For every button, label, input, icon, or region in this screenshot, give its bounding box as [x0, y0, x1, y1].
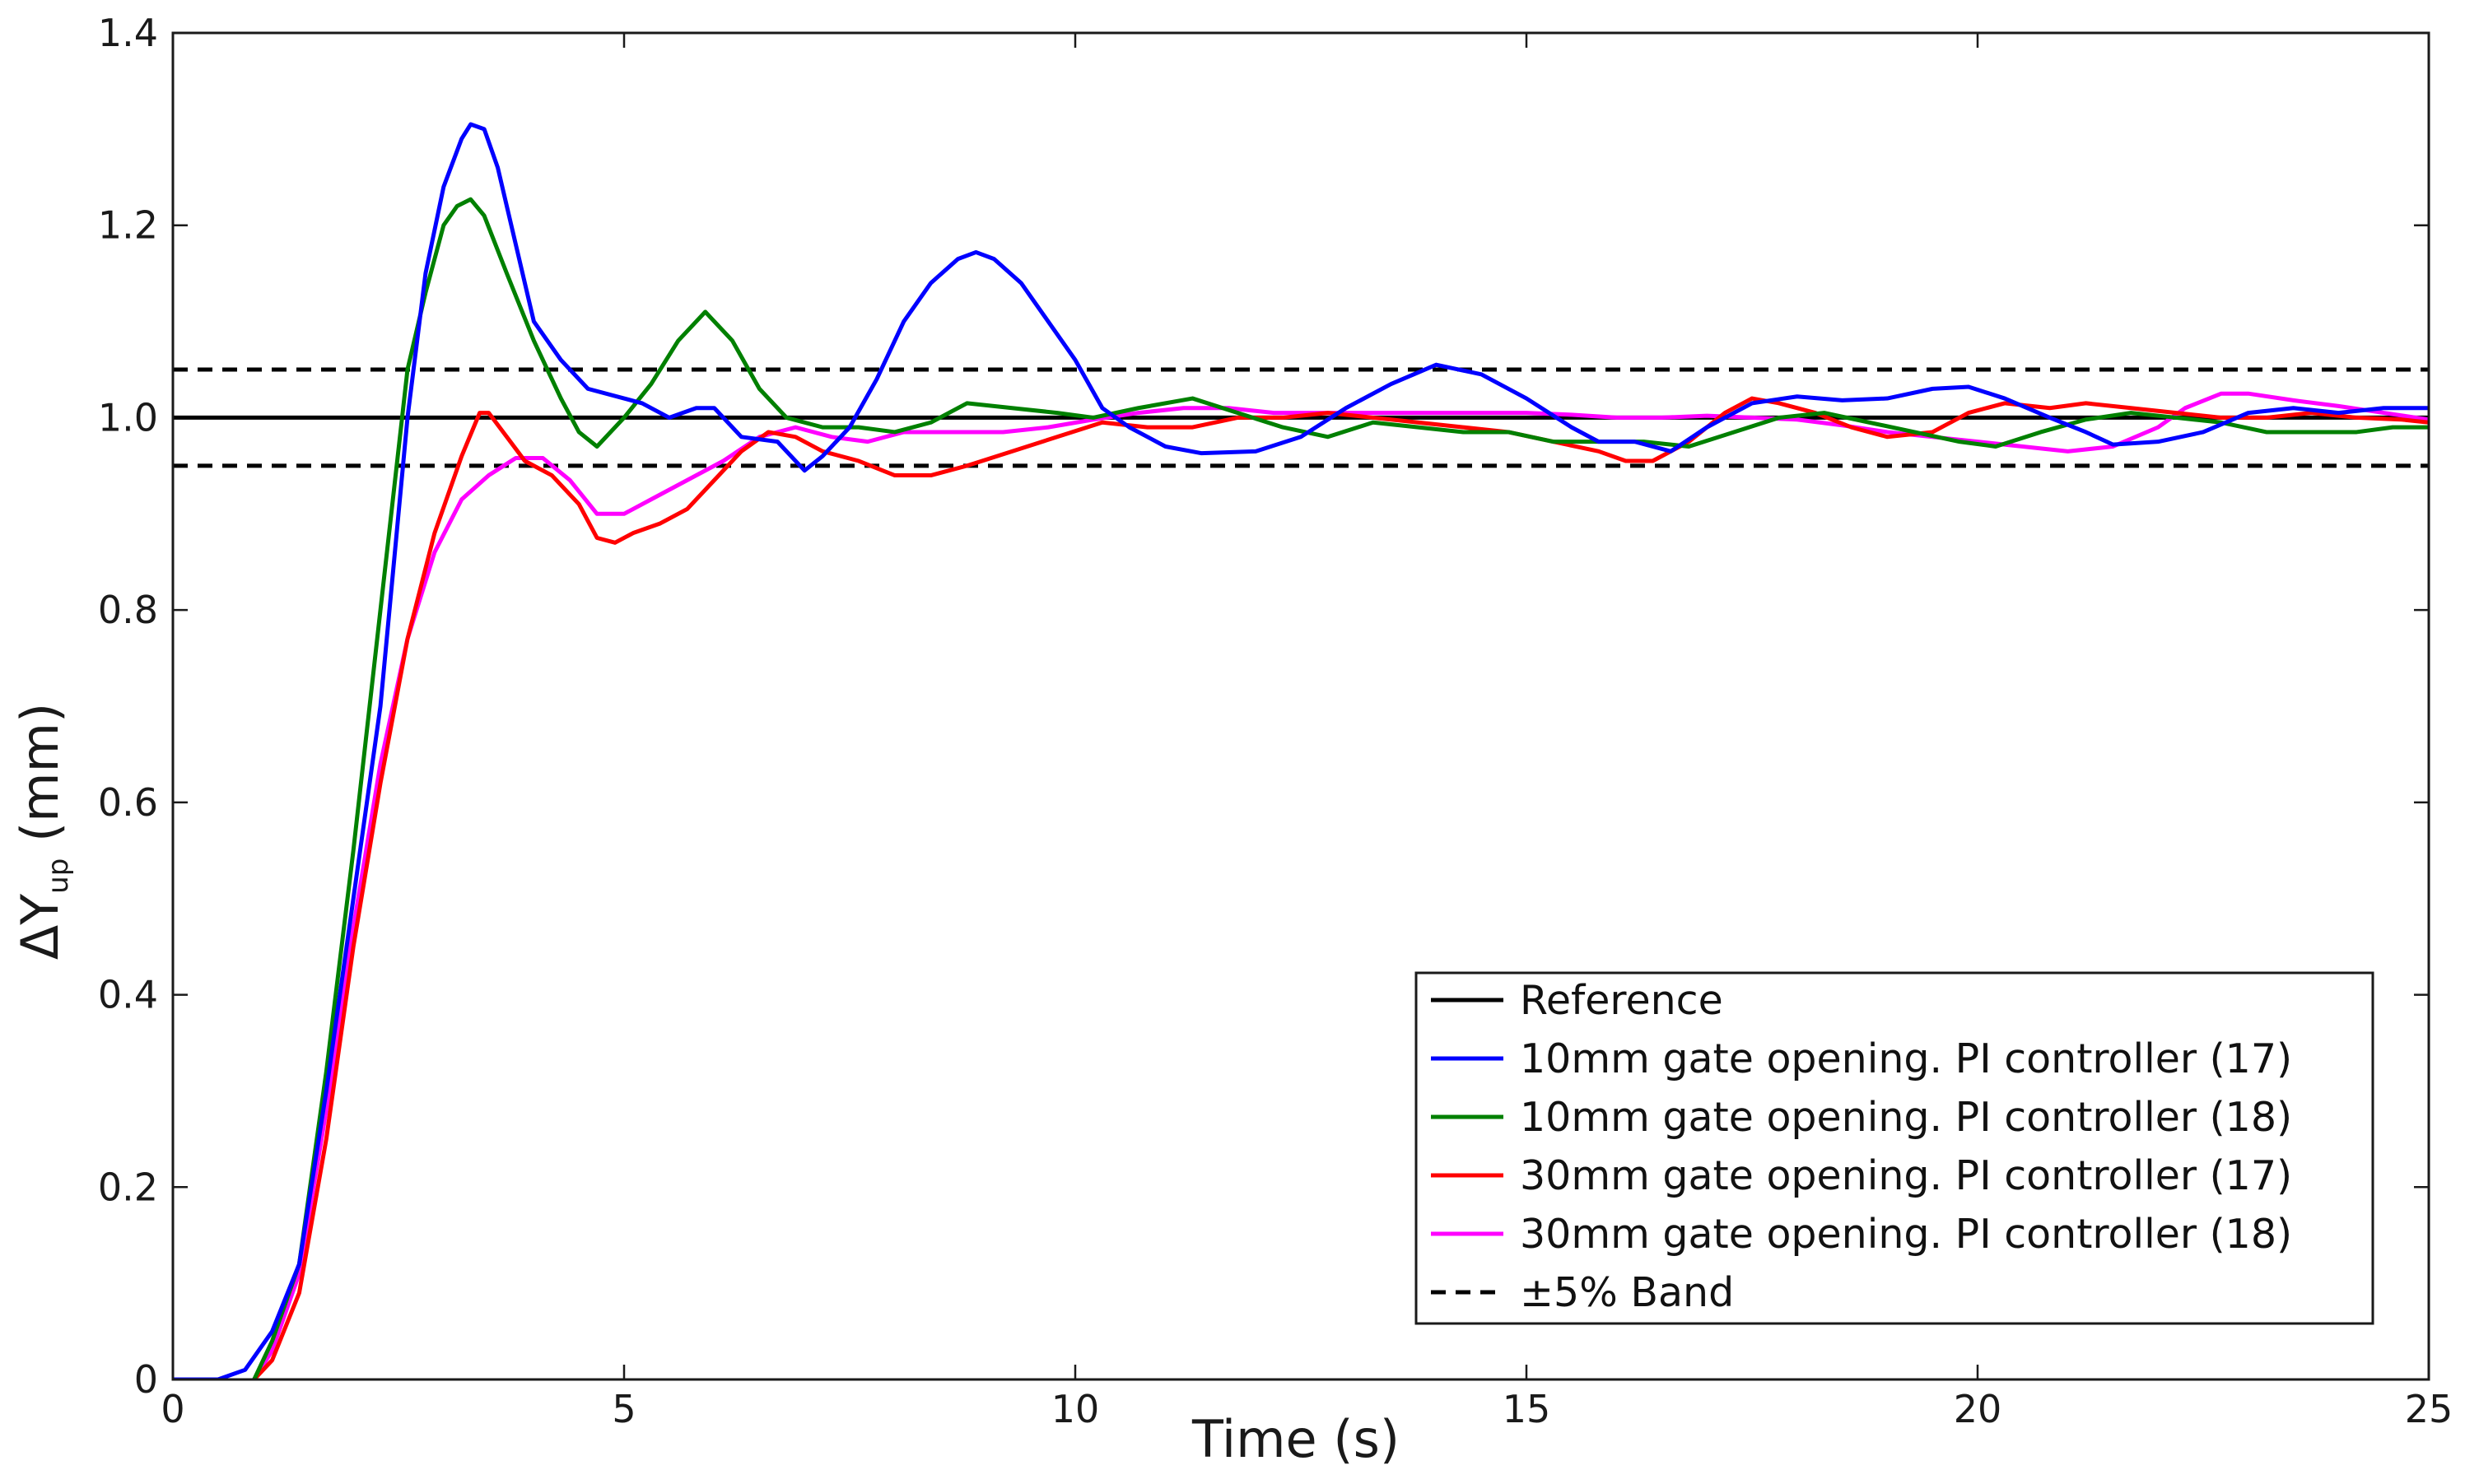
legend-box	[1414, 971, 2374, 1325]
legend-entry-series-30mm-18: 30mm gate opening. PI controller (18)	[1431, 1211, 2292, 1258]
y-tick-label-2: 0.4	[98, 973, 158, 1017]
legend-entry-series-30mm-17: 30mm gate opening. PI controller (17)	[1431, 1152, 2292, 1199]
y-axis-title-subscript: up	[42, 858, 75, 894]
y-tick-label-0: 0	[134, 1357, 158, 1402]
y-tick-label-1: 0.2	[98, 1165, 158, 1209]
x-tick-label-3: 15	[1503, 1387, 1551, 1431]
legend-label-series-30mm-18: 30mm gate opening. PI controller (18)	[1520, 1211, 2292, 1258]
y-tick-label-4: 0.8	[98, 588, 158, 632]
y-axis-title-main: ΔY	[10, 894, 70, 960]
legend-label-series-30mm-17: 30mm gate opening. PI controller (17)	[1520, 1152, 2292, 1199]
series-30mm-18	[252, 391, 2429, 1379]
x-tick-label-0: 0	[161, 1387, 184, 1431]
x-axis-title: Time (s)	[1191, 1409, 1400, 1469]
legend-entry-series-10mm-18: 10mm gate opening. PI controller (18)	[1431, 1094, 2292, 1141]
series-10mm-17	[173, 122, 2429, 1379]
legend-entry-series-10mm-17: 10mm gate opening. PI controller (17)	[1431, 1035, 2292, 1082]
x-tick-label-4: 20	[1954, 1387, 2002, 1431]
series-layer	[173, 122, 2429, 1379]
y-tick-label-7: 1.4	[98, 11, 158, 55]
x-tick-label-1: 5	[612, 1387, 636, 1431]
legend: Reference 10mm gate opening. PI controll…	[1414, 971, 2374, 1325]
legend-label-reference: Reference	[1520, 977, 1723, 1024]
series-10mm-18	[252, 197, 2429, 1379]
y-tick-label-6: 1.2	[98, 203, 158, 248]
tick-labels: 0 5 10 15 20 25 0 0.2 0.4 0.6 0.8 1.0 1.2 1.4	[98, 11, 2453, 1431]
legend-entry-reference: Reference	[1431, 977, 1723, 1024]
plot-frame	[171, 31, 2430, 1381]
x-tick-label-2: 10	[1051, 1387, 1100, 1431]
legend-label-band: ±5% Band	[1520, 1269, 1734, 1316]
y-tick-label-5: 1.0	[98, 395, 158, 440]
x-tick-label-5: 25	[2405, 1387, 2453, 1431]
legend-label-series-10mm-17: 10mm gate opening. PI controller (17)	[1520, 1035, 2292, 1082]
legend-entry-band: ±5% Band	[1431, 1269, 1734, 1316]
y-axis-title: ΔYup (mm)	[10, 703, 75, 960]
legend-label-series-10mm-18: 10mm gate opening. PI controller (18)	[1520, 1094, 2292, 1141]
y-tick-label-3: 0.6	[98, 780, 158, 825]
y-axis-title-unit: (mm)	[10, 703, 70, 858]
series-30mm-17	[252, 396, 2429, 1379]
